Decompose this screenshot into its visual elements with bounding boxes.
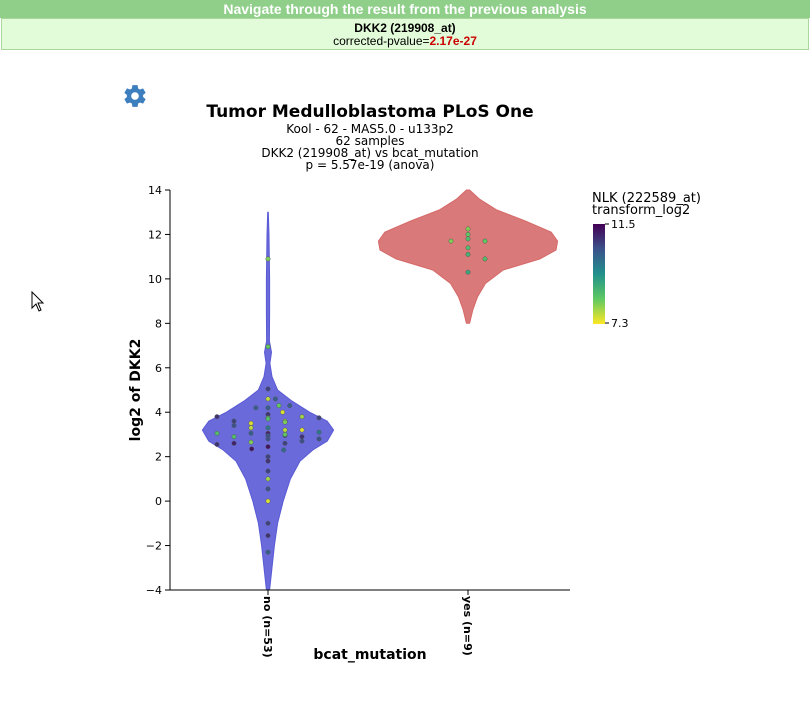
chart-subtitle-1: Kool - 62 - MAS5.0 - u133p2 bbox=[286, 122, 453, 136]
data-point bbox=[482, 256, 488, 262]
data-point bbox=[299, 414, 305, 420]
result-summary: DKK2 (219908_at) corrected-pvalue=2.17e-… bbox=[1, 18, 809, 50]
data-point bbox=[265, 458, 271, 464]
data-point bbox=[265, 486, 271, 492]
data-point bbox=[465, 269, 471, 275]
data-point bbox=[282, 427, 288, 433]
y-tick-label: 14 bbox=[148, 184, 162, 197]
y-tick-label: 12 bbox=[148, 228, 162, 241]
data-point bbox=[282, 440, 288, 446]
data-point bbox=[231, 418, 237, 424]
data-point bbox=[465, 236, 471, 242]
data-point bbox=[287, 403, 293, 409]
probe-label: DKK2 (219908_at) bbox=[354, 21, 456, 35]
data-point bbox=[316, 429, 322, 435]
data-point bbox=[265, 396, 271, 402]
data-point bbox=[231, 434, 237, 440]
data-point bbox=[465, 226, 471, 232]
data-point bbox=[265, 416, 271, 422]
data-point bbox=[265, 498, 271, 504]
data-point bbox=[265, 520, 271, 526]
y-axis-label: log2 of DKK2 bbox=[128, 339, 144, 442]
data-point bbox=[276, 403, 282, 409]
data-point bbox=[265, 476, 271, 482]
data-point bbox=[265, 256, 271, 262]
data-point bbox=[299, 427, 305, 433]
data-point bbox=[265, 468, 271, 474]
chart-subtitle-3: DKK2 (219908_at) vs bcat_mutation bbox=[261, 146, 478, 160]
colorbar-min-label: 7.3 bbox=[611, 317, 629, 330]
gear-icon[interactable] bbox=[122, 83, 148, 109]
data-point bbox=[316, 436, 322, 442]
points-layer bbox=[214, 226, 488, 555]
data-point bbox=[299, 438, 305, 444]
data-point bbox=[248, 430, 254, 436]
data-point bbox=[265, 386, 271, 392]
data-point bbox=[248, 425, 254, 431]
pvalue-line: corrected-pvalue=2.17e-27 bbox=[2, 35, 808, 48]
colorbar bbox=[593, 224, 605, 324]
data-point bbox=[465, 251, 471, 257]
x-tick-label: no (n=53) bbox=[261, 596, 274, 658]
data-point bbox=[316, 415, 322, 421]
data-point bbox=[482, 238, 488, 244]
violin-layer bbox=[201, 189, 559, 591]
data-point bbox=[280, 409, 286, 415]
data-point bbox=[231, 440, 237, 446]
y-tick-label: 2 bbox=[155, 451, 162, 464]
data-point bbox=[248, 439, 254, 445]
colorbar-max-label: 11.5 bbox=[611, 218, 636, 231]
data-point bbox=[299, 434, 305, 440]
data-point bbox=[214, 441, 220, 447]
data-point bbox=[281, 447, 287, 453]
x-tick-label: yes (n=9) bbox=[461, 596, 474, 656]
y-tick-label: 0 bbox=[155, 495, 162, 508]
data-point bbox=[265, 433, 271, 439]
y-tick-label: 4 bbox=[155, 406, 162, 419]
data-point bbox=[265, 454, 271, 460]
y-tick-label: −2 bbox=[146, 540, 162, 553]
data-point bbox=[282, 431, 288, 437]
data-point bbox=[265, 444, 271, 450]
pvalue-value: 2.17e-27 bbox=[429, 34, 477, 48]
data-point bbox=[465, 231, 471, 237]
chart-title: Tumor Medulloblastoma PLoS One bbox=[206, 102, 533, 122]
data-point bbox=[465, 245, 471, 251]
x-ticks: no (n=53) yes (n=9) bbox=[261, 590, 474, 658]
data-point bbox=[282, 419, 288, 425]
y-ticks: −4 −2 0 2 4 6 8 10 12 14 bbox=[146, 184, 170, 597]
navigate-previous-analysis-link[interactable]: Navigate through the result from the pre… bbox=[0, 0, 810, 18]
data-point bbox=[265, 549, 271, 555]
y-tick-label: 6 bbox=[155, 362, 162, 375]
colorbar-title-1: NLK (222589_at) bbox=[592, 191, 701, 206]
data-point bbox=[253, 405, 259, 411]
data-point bbox=[214, 414, 220, 420]
x-axis-label: bcat_mutation bbox=[313, 647, 426, 663]
data-point bbox=[265, 344, 271, 350]
y-tick-label: 8 bbox=[155, 317, 162, 330]
y-tick-label: −4 bbox=[146, 584, 162, 597]
chart-subtitle-2: 62 samples bbox=[336, 134, 405, 148]
data-point bbox=[272, 396, 278, 402]
data-point bbox=[265, 533, 271, 539]
colorbar-title-2: transform_log2 bbox=[592, 203, 690, 218]
y-tick-label: 10 bbox=[148, 273, 162, 286]
pvalue-label: corrected-pvalue= bbox=[333, 34, 430, 48]
data-point bbox=[214, 430, 220, 436]
data-point bbox=[265, 405, 271, 411]
data-point bbox=[231, 423, 237, 429]
mouse-cursor-icon bbox=[31, 291, 45, 312]
chart-subtitle-4: p = 5.57e-19 (anova) bbox=[306, 158, 435, 172]
data-point bbox=[249, 446, 255, 452]
data-point bbox=[248, 420, 254, 426]
data-point bbox=[448, 238, 454, 244]
data-point bbox=[265, 425, 271, 431]
